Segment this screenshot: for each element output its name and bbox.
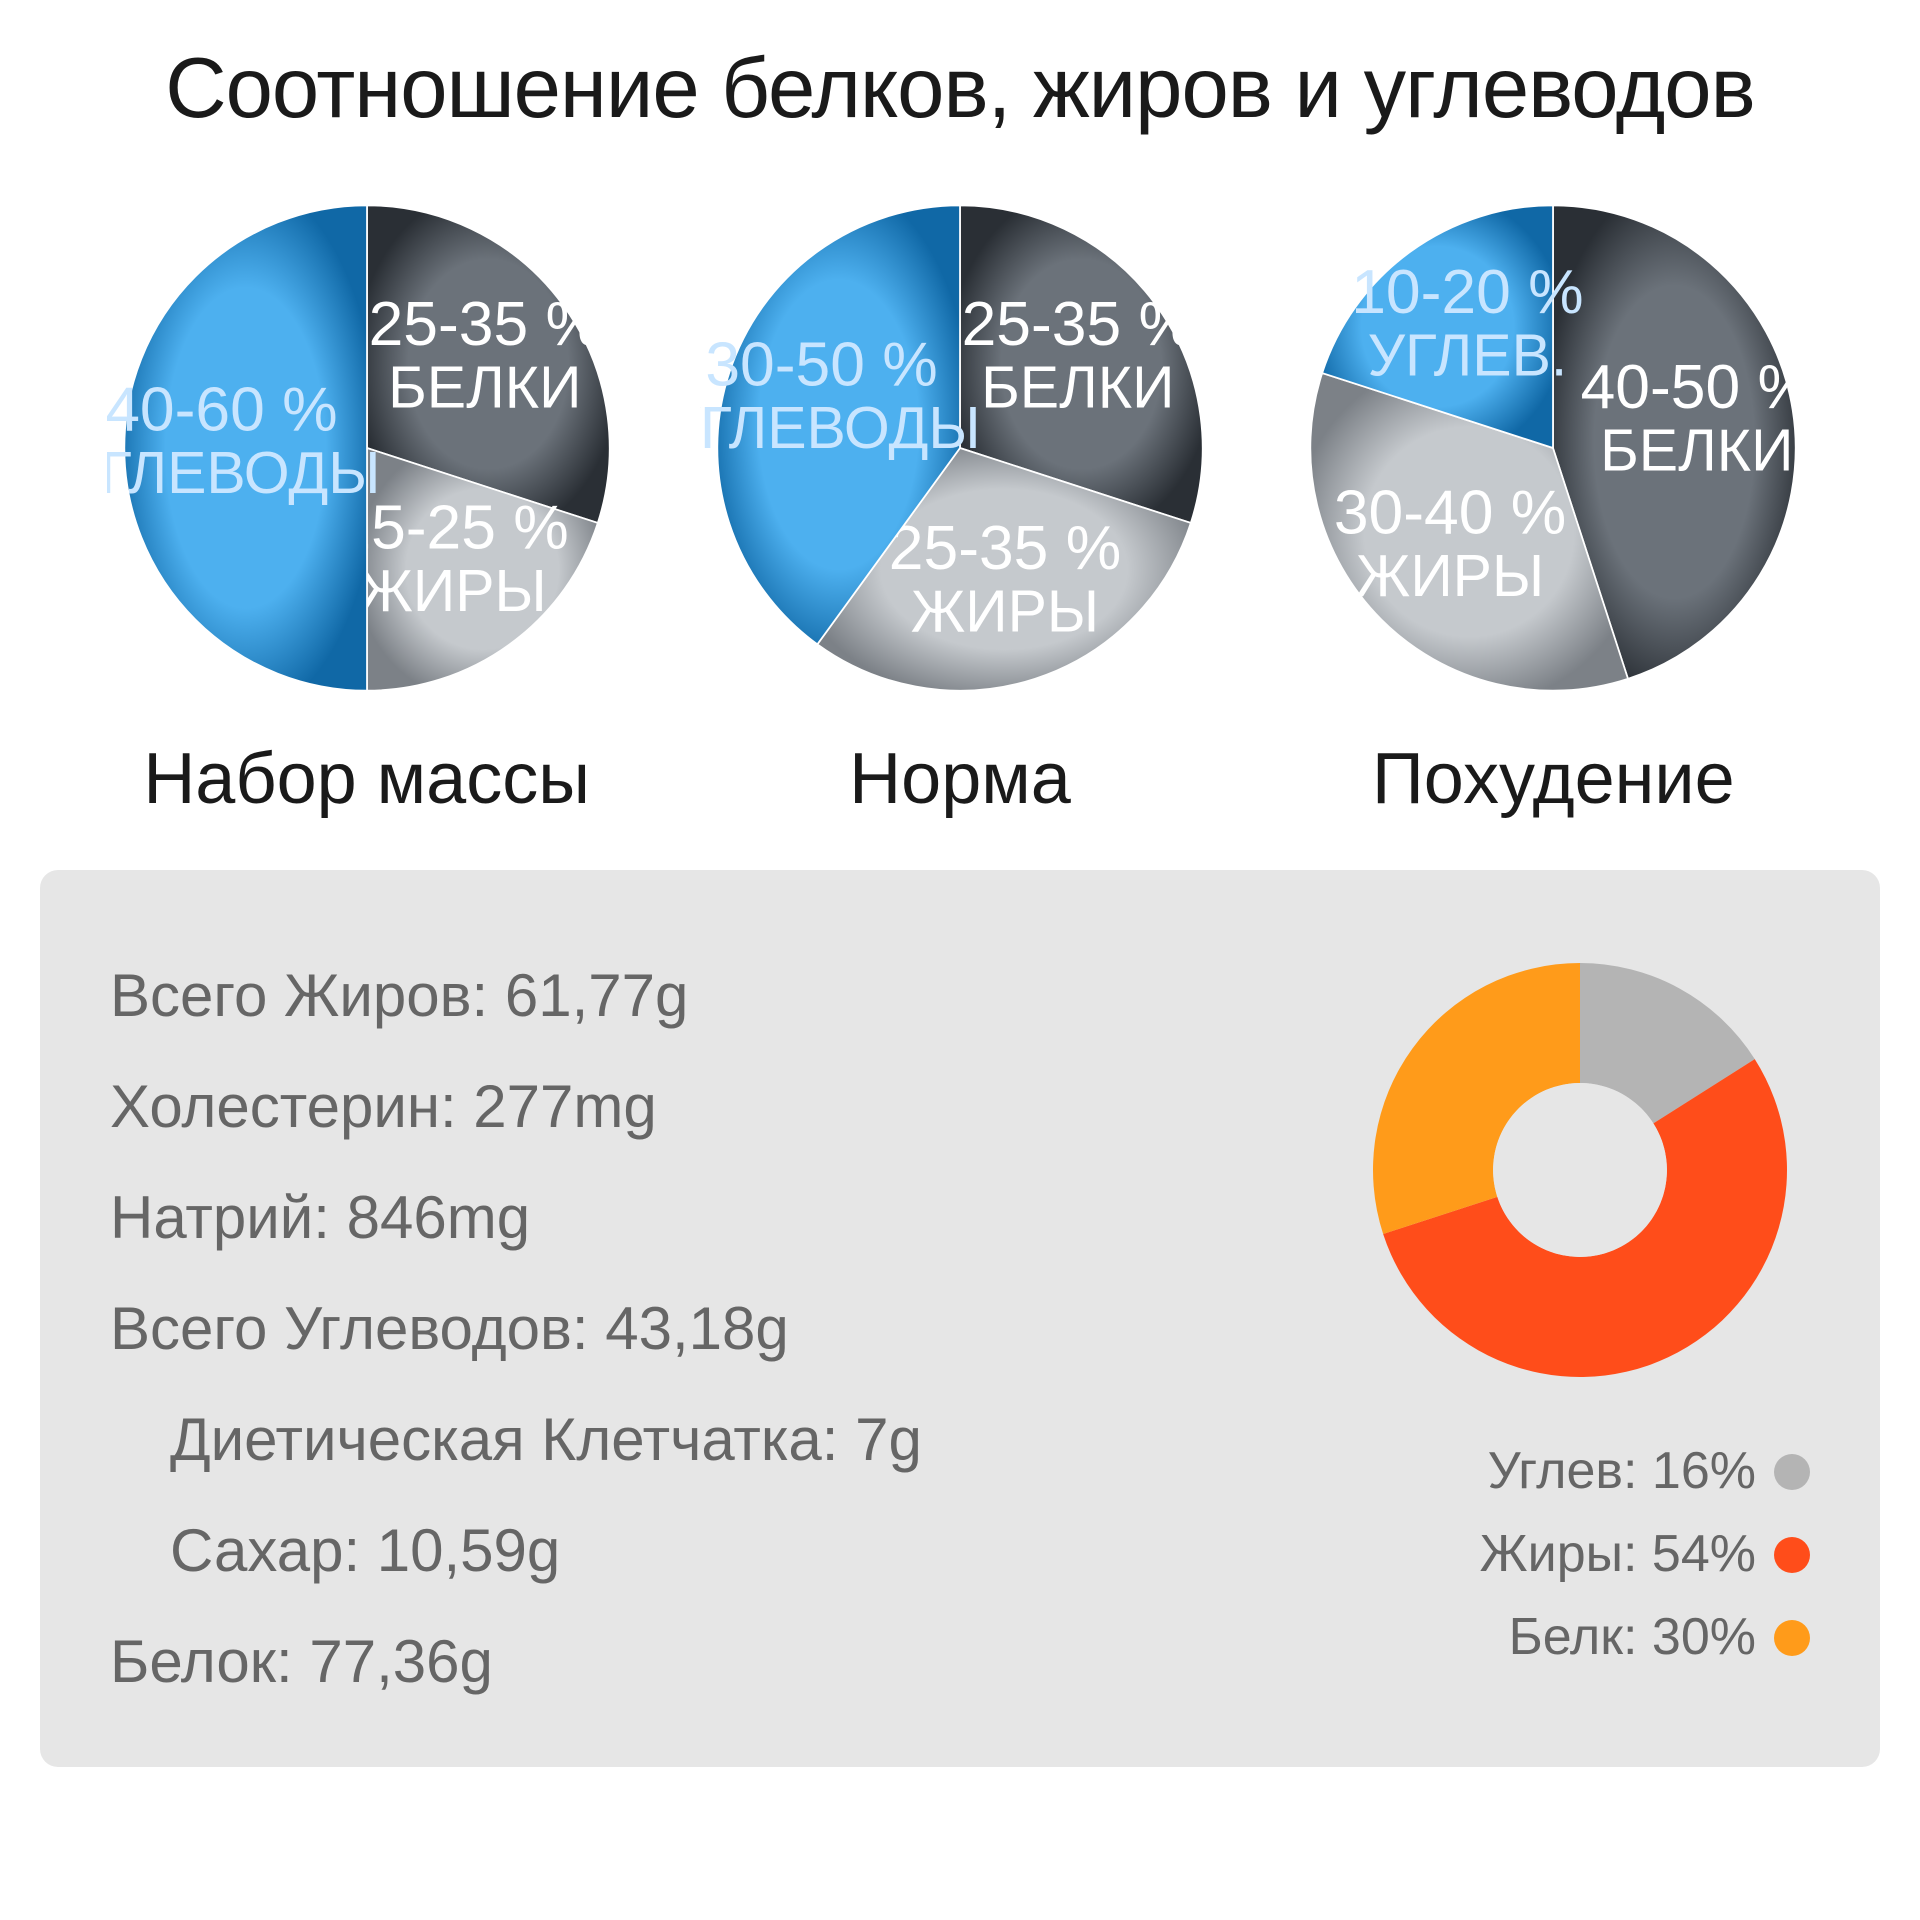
slice-name-label: БЕЛКИ [1600, 418, 1793, 483]
legend-label: Углев: 16% [1488, 1430, 1756, 1513]
pie-caption: Похудение [1372, 738, 1735, 820]
slice-name-label: УГЛЕВОДЫ [700, 396, 981, 461]
info-panel: Всего Жиров: 61,77gХолестерин: 277mgНатр… [40, 870, 1880, 1767]
donut-block: Углев: 16%Жиры: 54%Белк: 30% [1350, 940, 1810, 1680]
legend-label: Жиры: 54% [1480, 1513, 1756, 1596]
slice-percent-label: 25-35 % [368, 290, 600, 359]
slice-name-label: БЕЛКИ [388, 355, 581, 420]
slice-percent-label: 25-35 % [889, 514, 1121, 583]
pie-chart: 40-50 %БЕЛКИ 30-40 %ЖИРЫ 10-20 %УГЛЕВ. [1293, 188, 1813, 708]
page-title: Соотношение белков, жиров и углеводов [40, 40, 1880, 138]
nutrition-item: Холестерин: 277mg [110, 1051, 1310, 1162]
nutrition-item: Всего Жиров: 61,77g [110, 940, 1310, 1051]
slice-name-label: ЖИРЫ [911, 580, 1099, 645]
pie-block: 40-50 %БЕЛКИ 30-40 %ЖИРЫ 10-20 %УГЛЕВ. Поху… [1293, 188, 1813, 820]
donut-hole [1493, 1083, 1667, 1257]
pie-block: 25-35 %БЕЛКИ15-25 %ЖИРЫ40-60 %УГЛЕВОДЫНа… [107, 188, 627, 820]
legend-item: Углев: 16% [1350, 1430, 1810, 1513]
slice-name-label: ЖИРЫ [1356, 544, 1544, 609]
legend-item: Белк: 30% [1350, 1596, 1810, 1679]
legend-dot-icon [1774, 1537, 1810, 1573]
slice-name-label: ЖИРЫ [358, 559, 546, 624]
slice-percent-label: 30-40 % [1334, 479, 1566, 548]
nutrition-item: Белок: 77,36g [110, 1606, 1310, 1717]
pie-caption: Набор массы [143, 738, 590, 820]
nutrition-list: Всего Жиров: 61,77gХолестерин: 277mgНатр… [110, 940, 1310, 1717]
slice-name-label: УГЛЕВОДЫ [107, 441, 380, 506]
slice-percent-label: 10-20 % [1352, 258, 1584, 327]
legend-item: Жиры: 54% [1350, 1513, 1810, 1596]
slice-name-label: УГЛЕВ. [1368, 323, 1568, 388]
slice-percent-label: 25-35 % [962, 290, 1194, 359]
nutrition-item: Натрий: 846mg [110, 1162, 1310, 1273]
nutrition-item: Диетическая Клетчатка: 7g [110, 1384, 1310, 1495]
pie-caption: Норма [849, 738, 1071, 820]
legend-dot-icon [1774, 1620, 1810, 1656]
pie-chart: 25-35 %БЕЛКИ25-35 %ЖИРЫ30-50 %УГЛЕВОДЫ [700, 188, 1220, 708]
pie-block: 25-35 %БЕЛКИ25-35 %ЖИРЫ30-50 %УГЛЕВОДЫНо… [700, 188, 1220, 820]
slice-name-label: БЕЛКИ [981, 355, 1174, 420]
donut-legend: Углев: 16%Жиры: 54%Белк: 30% [1350, 1430, 1810, 1680]
pies-row: 25-35 %БЕЛКИ15-25 %ЖИРЫ40-60 %УГЛЕВОДЫНа… [40, 188, 1880, 820]
nutrition-item: Сахар: 10,59g [110, 1495, 1310, 1606]
legend-dot-icon [1774, 1454, 1810, 1490]
nutrition-item: Всего Углеводов: 43,18g [110, 1273, 1310, 1384]
slice-percent-label: 40-50 % [1581, 353, 1813, 422]
legend-label: Белк: 30% [1509, 1596, 1756, 1679]
slice-percent-label: 40-60 % [107, 376, 338, 445]
donut-chart [1350, 940, 1810, 1400]
pie-chart: 25-35 %БЕЛКИ15-25 %ЖИРЫ40-60 %УГЛЕВОДЫ [107, 188, 627, 708]
slice-percent-label: 30-50 % [705, 331, 937, 400]
